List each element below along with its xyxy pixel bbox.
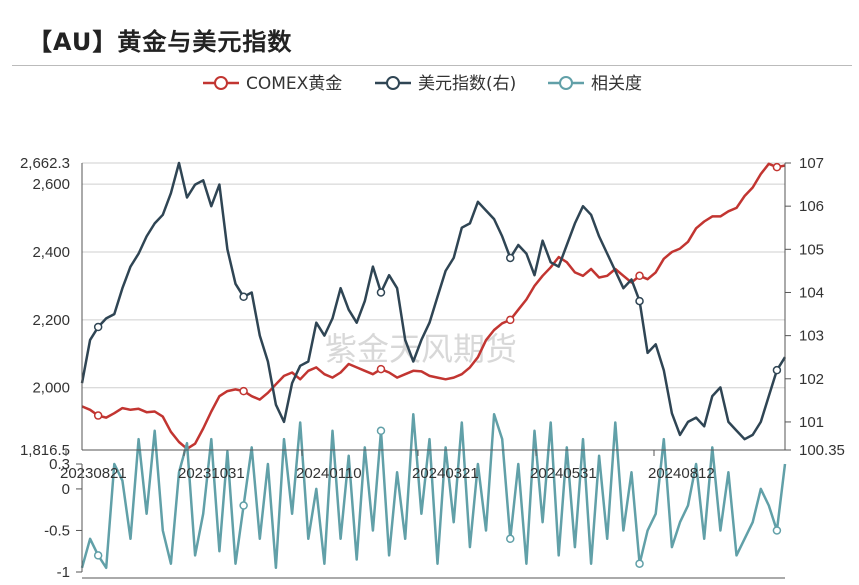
y-left-tick-label: 1,816.5 xyxy=(20,442,70,459)
y-bottom-tick-label: -1 xyxy=(57,564,70,581)
y-left-tick-label: 2,600 xyxy=(32,176,70,193)
y-right-tick-label: 101 xyxy=(799,414,824,431)
y-right-tick-label: 104 xyxy=(799,284,824,301)
y-right-tick-label: 105 xyxy=(799,241,824,258)
y-right-tick-label: 107 xyxy=(799,155,824,172)
y-left-tick-label: 2,000 xyxy=(32,380,70,397)
x-tick-label: 20231031 xyxy=(178,465,245,482)
legend-swatch-marker xyxy=(386,76,400,90)
legend: COMEX黄金 美元指数(右) 相关度 xyxy=(203,74,642,94)
y-right-tick-label: 103 xyxy=(799,328,824,345)
series-marker xyxy=(239,386,248,396)
y-bottom-tick-label: 0 xyxy=(62,481,70,498)
legend-label: 相关度 xyxy=(591,74,642,94)
x-tick-label: 20240110 xyxy=(296,465,362,482)
y-right-tick-label: 100.35 xyxy=(799,442,845,459)
x-tick-label: 20230821 xyxy=(60,465,127,482)
y-bottom-tick-label: -0.5 xyxy=(44,522,70,539)
series-marker xyxy=(376,426,386,436)
y-bottom-tick-label: 0.3 xyxy=(49,456,70,473)
series-marker xyxy=(635,296,644,306)
x-tick-label: 20240321 xyxy=(412,465,479,482)
y-right-tick-label: 106 xyxy=(799,198,824,215)
series-marker xyxy=(772,162,782,172)
series-marker xyxy=(772,365,782,375)
series-layer xyxy=(80,161,787,570)
y-left-tick-label: 2,200 xyxy=(32,312,70,329)
series-marker xyxy=(506,534,515,544)
legend-item-0[interactable]: COMEX黄金 xyxy=(203,74,342,94)
y-left-tick-label: 2,400 xyxy=(32,244,70,261)
series-marker xyxy=(93,322,103,332)
series-marker xyxy=(376,364,386,374)
series-marker xyxy=(635,559,644,568)
series-line-1 xyxy=(80,161,787,441)
y-left-tick-label: 2,662.3 xyxy=(20,155,70,172)
title-divider xyxy=(12,65,852,66)
legend-item-2[interactable]: 相关度 xyxy=(548,74,642,94)
series-marker xyxy=(93,551,103,560)
series-marker xyxy=(635,271,644,281)
legend-label: 美元指数(右) xyxy=(418,74,516,94)
series-marker xyxy=(772,526,782,535)
x-tick-label: 20240531 xyxy=(530,465,597,482)
x-tick-label: 20240812 xyxy=(648,465,715,482)
page-title: 【AU】黄金与美元指数 xyxy=(28,28,293,56)
y-right-tick-label: 102 xyxy=(799,371,824,388)
series-marker xyxy=(506,315,515,325)
series-marker xyxy=(239,501,248,510)
legend-item-1[interactable]: 美元指数(右) xyxy=(375,74,516,94)
series-line-2 xyxy=(80,412,787,570)
legend-swatch-marker xyxy=(559,76,573,90)
legend-label: COMEX黄金 xyxy=(246,74,342,94)
axes: 1,816.5 2,000 2,200 2,400 2,600 2,662.3 100.35… xyxy=(20,155,845,581)
series-marker xyxy=(93,411,103,420)
series-marker xyxy=(239,292,248,302)
series-marker xyxy=(506,253,515,263)
series-marker xyxy=(376,288,386,297)
watermark: 紫金天风期货 xyxy=(325,330,517,368)
series-line-0 xyxy=(81,162,786,451)
legend-swatch-marker xyxy=(214,76,228,90)
